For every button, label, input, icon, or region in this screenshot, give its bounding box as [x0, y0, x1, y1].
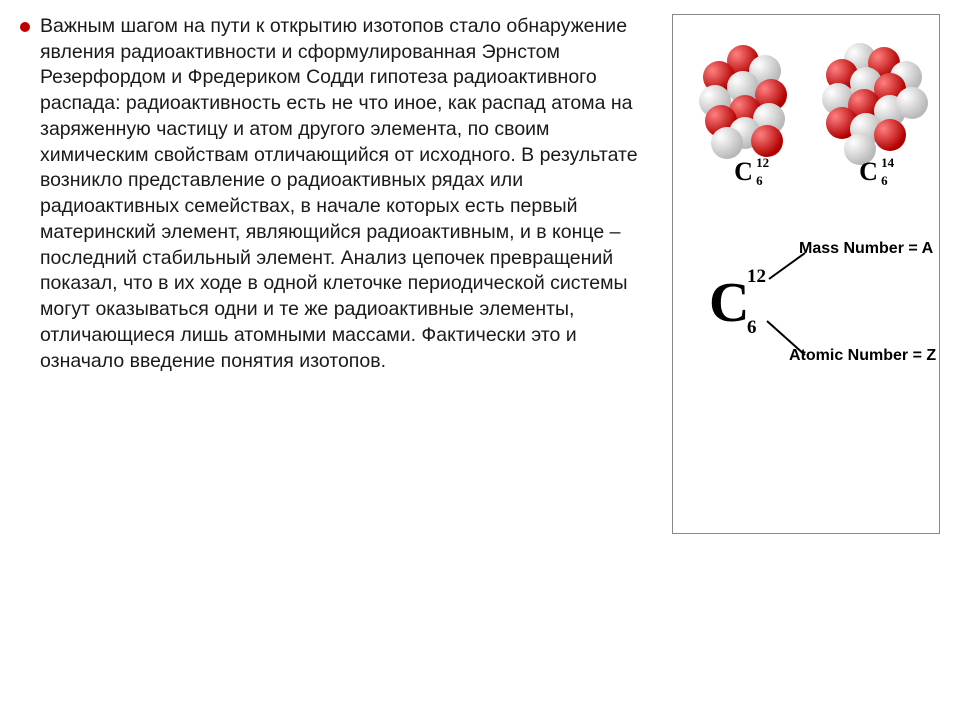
nucleus-c12 [689, 41, 799, 151]
atomic-number: 6 [756, 173, 763, 189]
proton [751, 125, 783, 157]
paragraph-text: Важным шагом на пути к открытию изотопов… [40, 14, 654, 374]
isotope-figure: C 12 6 C 14 6 C 12 6 Mass Number = A Ato… [672, 14, 940, 534]
atomic-annotation: Atomic Number = Z [789, 347, 936, 365]
mass-number: 14 [881, 155, 894, 171]
nuclei-row [681, 41, 931, 151]
isotope-labels: C 12 6 C 14 6 [681, 157, 931, 187]
atomic-number: 6 [881, 173, 888, 189]
mass-number: 12 [756, 155, 769, 171]
label-c12: C 12 6 [734, 157, 753, 187]
notation-diagram: C 12 6 Mass Number = A Atomic Number = Z [681, 237, 931, 377]
bullet-icon [20, 22, 30, 32]
nucleus-c14 [814, 41, 924, 151]
neutron [896, 87, 928, 119]
label-c14: C 14 6 [859, 157, 878, 187]
mass-annotation: Mass Number = A [799, 240, 933, 258]
neutron [711, 127, 743, 159]
symbol: C [734, 157, 753, 186]
symbol: C [859, 157, 878, 186]
text-column: Важным шагом на пути к открытию изотопов… [20, 14, 654, 706]
proton [874, 119, 906, 151]
